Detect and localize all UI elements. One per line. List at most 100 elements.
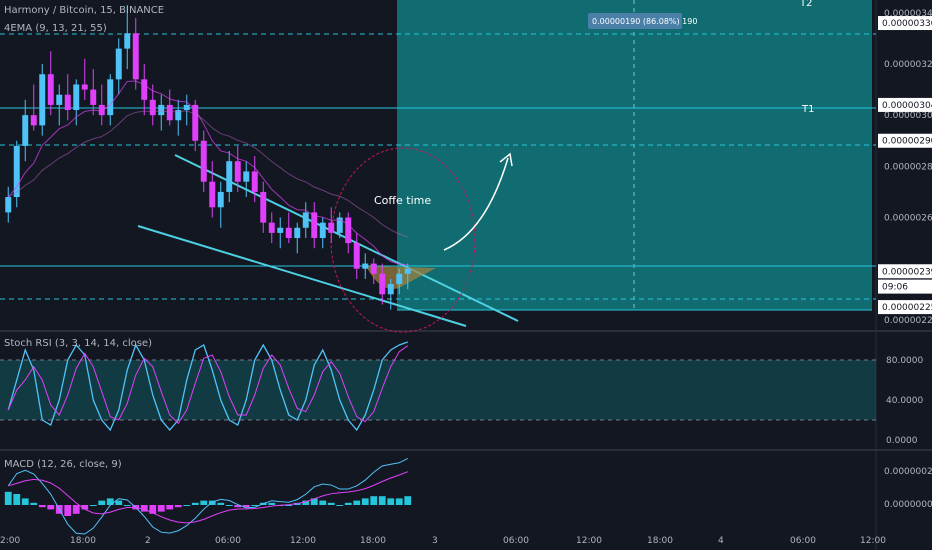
candle-body[interactable] — [234, 161, 241, 182]
candle-body[interactable] — [353, 243, 360, 269]
candle-body[interactable] — [268, 222, 275, 233]
price-tag-label: 09:06 — [882, 283, 908, 293]
candle-body[interactable] — [302, 212, 309, 228]
candle-body[interactable] — [158, 104, 165, 116]
candle-body[interactable] — [192, 104, 199, 141]
macd-bar — [327, 502, 335, 505]
candle-body[interactable] — [362, 263, 369, 269]
candle-body[interactable] — [285, 227, 292, 238]
candle-body[interactable] — [328, 222, 335, 233]
stoch-tick-label: 80.0000 — [886, 356, 923, 366]
candle-body[interactable] — [243, 171, 250, 182]
macd-signal-line — [8, 471, 408, 524]
candle-body[interactable] — [22, 115, 29, 146]
candle-body[interactable] — [81, 84, 88, 90]
price-tag-label: 0.00000290 — [882, 137, 932, 147]
candle-body[interactable] — [47, 74, 54, 105]
candle-body[interactable] — [124, 33, 131, 49]
macd-bar — [157, 505, 165, 512]
time-tick-label: 18:00 — [360, 536, 386, 546]
candle-body[interactable] — [73, 84, 80, 111]
candle-body[interactable] — [294, 227, 301, 238]
macd-bar — [353, 500, 361, 505]
candle-body[interactable] — [226, 161, 233, 192]
stoch-tick-label: 0.0000 — [886, 436, 918, 446]
macd-bar — [166, 505, 174, 510]
macd-bar — [200, 500, 208, 505]
candle-body[interactable] — [39, 74, 46, 126]
macd-bar — [64, 505, 72, 516]
candle-body[interactable] — [396, 273, 403, 285]
candle-body[interactable] — [217, 191, 224, 208]
wedge-lower-line[interactable] — [137, 225, 467, 327]
candle-body[interactable] — [98, 104, 105, 116]
candle-body[interactable] — [200, 140, 207, 182]
time-tick-label: 12:00 — [576, 536, 602, 546]
candle-body[interactable] — [379, 273, 386, 295]
candles-layer[interactable] — [5, 5, 411, 310]
stoch-axis[interactable]: 80.0000 40.0000 0.0000 — [886, 356, 923, 446]
candle-body[interactable] — [115, 48, 122, 80]
stoch-k-line — [7, 341, 408, 432]
projection-arrow[interactable] — [443, 157, 509, 251]
candle-body[interactable] — [56, 94, 63, 105]
time-tick-label: 4 — [718, 536, 724, 546]
price-tags: 0.00000336 0.00000304 0.00000290 0.00000239… — [878, 16, 932, 315]
macd-line — [7, 457, 408, 535]
candle-body[interactable] — [370, 263, 377, 274]
macd-bar — [336, 505, 344, 506]
macd-bar — [30, 502, 38, 505]
coffee-label: Coffe time — [374, 194, 431, 207]
candle-body[interactable] — [30, 115, 37, 126]
stoch-d-line — [7, 345, 409, 425]
price-tag-label: 0.00000336 — [882, 19, 932, 29]
stoch-tick-label: 40.0000 — [886, 396, 923, 406]
candle-body[interactable] — [132, 33, 139, 80]
coffee-circle[interactable] — [330, 147, 476, 333]
price-tag-label: 0.00000225 — [882, 303, 932, 313]
candle-body[interactable] — [149, 99, 156, 116]
candle-body[interactable] — [260, 191, 267, 223]
macd-bar — [13, 494, 21, 505]
candle-body[interactable] — [107, 79, 114, 116]
time-tick-label: 3 — [432, 536, 438, 546]
candle-body[interactable] — [251, 171, 258, 192]
candle-body[interactable] — [319, 222, 326, 238]
candle-body[interactable] — [336, 217, 343, 233]
macd-bar — [47, 505, 55, 510]
time-tick-label: 2 — [145, 536, 151, 546]
macd-bar — [268, 502, 276, 505]
time-axis[interactable]: 2:00 18:00 2 06:00 12:00 18:00 3 06:00 12:00 18:0… — [0, 536, 886, 546]
price-tag-bg — [878, 279, 932, 294]
macd-bar — [38, 505, 46, 508]
candle-body[interactable] — [64, 94, 71, 111]
candle-body[interactable] — [5, 197, 12, 213]
candle-body[interactable] — [387, 284, 394, 295]
target-box[interactable]: 0.00000190 (86.08%) 190 — [588, 13, 697, 29]
symbol-legend[interactable]: Harmony / Bitcoin, 15, BINANCE — [4, 5, 164, 16]
candle-body[interactable] — [277, 227, 284, 233]
macd-legend[interactable]: MACD (12, 26, close, 9) — [4, 459, 122, 470]
candle-body[interactable] — [345, 217, 352, 244]
ema-legend[interactable]: 4EMA (9, 13, 21, 55) — [4, 23, 107, 34]
candle-body[interactable] — [141, 79, 148, 100]
candle-body[interactable] — [13, 145, 20, 198]
candle-body[interactable] — [183, 104, 190, 111]
time-tick-label: 12:00 — [860, 536, 886, 546]
candle-body[interactable] — [311, 212, 318, 238]
price-tag-bg — [878, 16, 932, 31]
stoch-legend[interactable]: Stoch RSI (3, 3, 14, 14, close) — [4, 338, 152, 349]
target-box-label: 0.00000190 (86.08%) 190 — [592, 17, 697, 26]
time-tick-label: 06:00 — [503, 536, 529, 546]
macd-bar — [310, 498, 318, 505]
candle-body[interactable] — [166, 104, 173, 121]
candle-body[interactable] — [90, 89, 97, 105]
candle-body[interactable] — [209, 181, 216, 208]
arrow-head — [499, 152, 513, 167]
candle-body[interactable] — [404, 268, 411, 274]
candle-body[interactable] — [175, 110, 182, 121]
